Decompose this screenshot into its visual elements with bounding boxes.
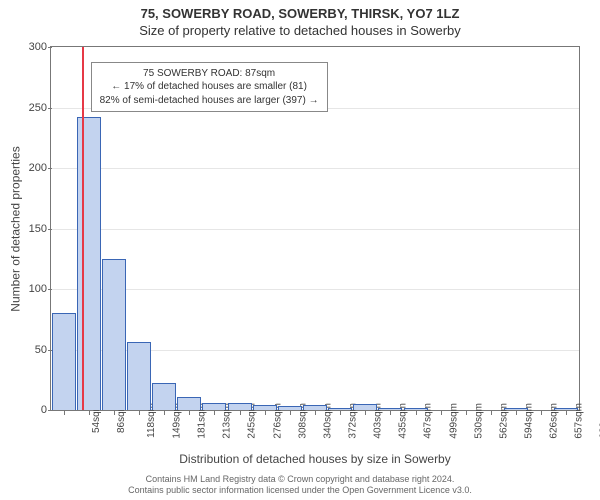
gridline (51, 168, 579, 169)
bar (77, 117, 101, 410)
x-tick-mark (139, 411, 140, 415)
bar (228, 403, 252, 410)
bar (303, 405, 327, 410)
x-tick-mark (441, 411, 442, 415)
bar (554, 408, 578, 410)
footer-line-2: Contains public sector information licen… (0, 485, 600, 496)
bar (202, 403, 226, 410)
x-tick-mark (189, 411, 190, 415)
footer-line-1: Contains HM Land Registry data © Crown c… (0, 474, 600, 485)
x-axis-label: Distribution of detached houses by size … (50, 452, 580, 466)
bar (102, 259, 126, 410)
x-tick-mark (64, 411, 65, 415)
marker-line (82, 47, 84, 410)
page-title-address: 75, SOWERBY ROAD, SOWERBY, THIRSK, YO7 1… (0, 0, 600, 21)
y-tick-label: 150 (17, 223, 47, 235)
x-tick-mark (566, 411, 567, 415)
plot-region: 05010015020025030054sqm86sqm118sqm149sqm… (50, 46, 580, 411)
y-tick-label: 250 (17, 102, 47, 114)
bar (278, 406, 302, 410)
annotation-box: 75 SOWERBY ROAD: 87sqm← 17% of detached … (91, 62, 328, 113)
y-tick-label: 200 (17, 162, 47, 174)
x-tick-mark (516, 411, 517, 415)
annotation-line: 75 SOWERBY ROAD: 87sqm (100, 67, 319, 81)
gridline (51, 229, 579, 230)
x-tick-mark (214, 411, 215, 415)
bar (504, 408, 528, 410)
x-tick-mark (491, 411, 492, 415)
x-tick-mark (466, 411, 467, 415)
bar (353, 404, 377, 410)
x-tick-mark (365, 411, 366, 415)
annotation-line: ← 17% of detached houses are smaller (81… (100, 80, 319, 94)
bar (127, 342, 151, 410)
x-tick-mark (240, 411, 241, 415)
x-tick-mark (164, 411, 165, 415)
x-tick-label: 499sqm (448, 403, 459, 439)
gridline (51, 289, 579, 290)
bar (328, 408, 352, 410)
page-title-sub: Size of property relative to detached ho… (0, 21, 600, 42)
bar (152, 383, 176, 410)
bar (52, 313, 76, 410)
x-tick-mark (290, 411, 291, 415)
bar (253, 405, 277, 410)
y-tick-label: 100 (17, 283, 47, 295)
bar (177, 397, 201, 410)
x-tick-mark (541, 411, 542, 415)
footer-attribution: Contains HM Land Registry data © Crown c… (0, 474, 600, 497)
x-tick-mark (89, 411, 90, 415)
y-tick-label: 50 (17, 344, 47, 356)
x-tick-mark (390, 411, 391, 415)
x-tick-mark (114, 411, 115, 415)
y-tick-label: 300 (17, 41, 47, 53)
bar (378, 408, 402, 410)
x-tick-mark (340, 411, 341, 415)
bar (404, 408, 428, 410)
x-tick-mark (315, 411, 316, 415)
x-tick-mark (416, 411, 417, 415)
chart-area: 05010015020025030054sqm86sqm118sqm149sqm… (50, 46, 580, 411)
y-tick-label: 0 (17, 404, 47, 416)
annotation-line: 82% of semi-detached houses are larger (… (100, 94, 319, 108)
x-tick-mark (265, 411, 266, 415)
x-tick-label: 530sqm (473, 403, 484, 439)
